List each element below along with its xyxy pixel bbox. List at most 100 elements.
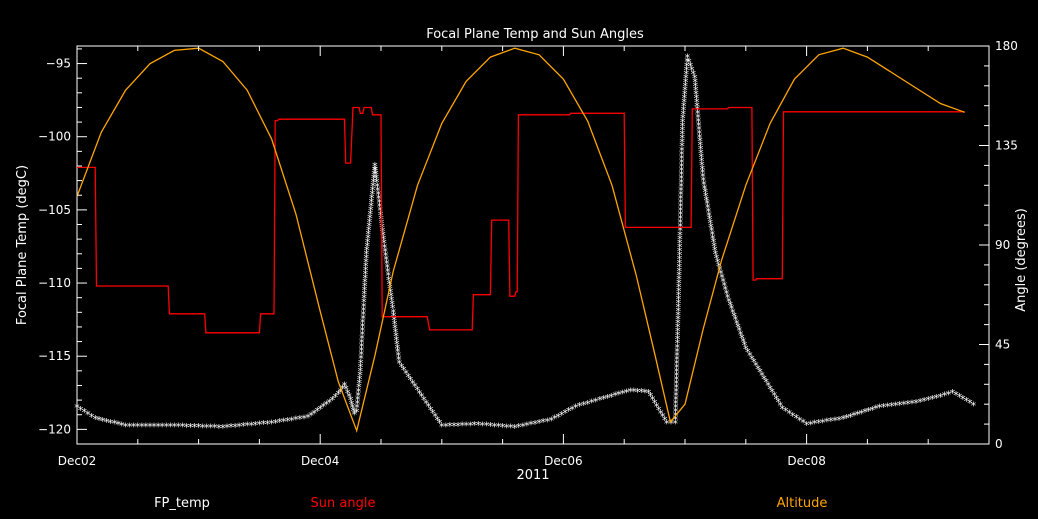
fp-temp-point: * (147, 420, 153, 433)
fp-temp-point: * (367, 212, 373, 225)
fp-temp-point: * (524, 420, 530, 433)
y-axis-label-left: Focal Plane Temp (degC) (15, 165, 30, 325)
x-tick-label: Dec02 (58, 454, 97, 468)
fp-temp-point: * (676, 301, 682, 314)
fp-temp-point: * (771, 390, 777, 403)
fp-temp-point: * (390, 306, 396, 319)
fp-temp-point: * (261, 418, 267, 431)
fp-temp-point: * (679, 156, 685, 169)
fp-temp-point: * (192, 421, 198, 434)
fp-temp-point: * (719, 272, 725, 285)
fp-temp-point: * (383, 249, 389, 262)
fp-temp-point: * (297, 413, 303, 426)
fp-temp-point: * (677, 253, 683, 266)
series-layer: * * * * * * * * * * * * * * * * * * * * * * * * * * * * * * * * * * * * * * * *… (74, 47, 977, 435)
fp-temp-point: * (742, 339, 748, 352)
fp-temp-point: * (508, 422, 514, 435)
fp-temp-point: * (374, 172, 380, 185)
fp-temp-point: * (702, 182, 708, 195)
fp-temp-point: * (467, 419, 473, 432)
fp-temp-point: * (797, 414, 803, 427)
fp-temp-point: * (358, 361, 364, 374)
fp-temp-point: * (673, 393, 679, 406)
fp-temp-point: * (678, 197, 684, 210)
fp-temp-point: * (361, 292, 367, 305)
fp-temp-point: * (673, 397, 679, 410)
fp-temp-point: * (151, 420, 157, 433)
fp-temp-point: * (387, 278, 393, 291)
fp-temp-point: * (866, 405, 872, 418)
fp-temp-point: * (694, 92, 700, 105)
fp-temp-point: * (371, 176, 377, 189)
fp-temp-point: * (703, 190, 709, 203)
fp-temp-point: * (573, 401, 579, 414)
fp-temp-point: * (395, 342, 401, 355)
fp-temp-point: * (476, 419, 482, 432)
fp-temp-point: * (964, 395, 970, 408)
fp-temp-point: * (901, 399, 907, 412)
fp-temp-point: * (824, 416, 830, 429)
fp-temp-point: * (605, 392, 611, 405)
fp-temp-point: * (734, 317, 740, 330)
fp-temp-point: * (675, 321, 681, 334)
fp-temp-point: * (696, 116, 702, 129)
fp-temp-point: * (364, 240, 370, 253)
fp-temp-point: * (172, 420, 178, 433)
fp-temp-point: * (455, 420, 461, 433)
fp-temp-point: * (701, 179, 707, 192)
fp-temp-point: * (127, 420, 133, 433)
fp-temp-point: * (716, 260, 722, 273)
fp-temp-point: * (828, 415, 834, 428)
fp-temp-point: * (681, 104, 687, 117)
fp-temp-point: * (692, 72, 698, 85)
fp-temp-point: * (712, 244, 718, 257)
fp-temp-point: * (396, 358, 402, 371)
chart-title: Focal Plane Temp and Sun Angles (426, 27, 644, 42)
y-left-tick-label: −100 (38, 130, 71, 144)
fp-temp-point: * (336, 388, 342, 401)
fp-temp-point: * (682, 88, 688, 101)
fp-temp-point: * (244, 420, 250, 433)
fp-temp-point: * (699, 151, 705, 164)
legend-altitude: Altitude (777, 496, 828, 511)
fp-temp-point: * (727, 299, 733, 312)
fp-temp-point: * (676, 265, 682, 278)
fp-temp-point: * (677, 237, 683, 250)
fp-temp-point: * (392, 322, 398, 335)
fp-temp-point: * (942, 390, 948, 403)
fp-temp-point: * (612, 390, 618, 403)
fp-temp-point: * (673, 402, 679, 415)
fp-temp-point: * (196, 421, 202, 434)
fp-temp-point: * (85, 408, 91, 421)
fp-temp-point: * (359, 337, 365, 350)
fp-temp-point: * (375, 188, 381, 201)
fp-temp-point: * (500, 421, 506, 434)
fp-temp-point: * (678, 185, 684, 198)
fp-temp-point: * (628, 385, 634, 398)
fp-temp-point: * (367, 216, 373, 229)
series-fp-temp: * * * * * * * * * * * * * * * * * * * * * * * * * * * * * * * * * * * * * * * *… (74, 52, 976, 435)
fp-temp-point: * (285, 415, 291, 428)
fp-temp-point: * (381, 237, 387, 250)
fp-temp-point: * (131, 420, 137, 433)
y-right-tick-label: 135 (995, 139, 1018, 153)
fp-temp-point: * (220, 422, 226, 435)
fp-temp-point: * (693, 80, 699, 93)
fp-temp-point: * (656, 404, 662, 417)
fp-temp-point: * (204, 421, 210, 434)
fp-temp-point: * (410, 377, 416, 390)
fp-temp-point: * (399, 361, 405, 374)
fp-temp-point: * (714, 252, 720, 265)
fp-temp-point: * (658, 407, 664, 420)
fp-temp-point: * (925, 394, 931, 407)
fp-temp-point: * (739, 332, 745, 345)
y-left-tick-label: −95 (46, 57, 71, 71)
fp-temp-point: * (289, 414, 295, 427)
fp-temp-point: * (362, 280, 368, 293)
fp-temp-point: * (388, 286, 394, 299)
fp-temp-point: * (308, 410, 314, 423)
fp-temp-point: * (708, 221, 714, 234)
fp-temp-point: * (92, 413, 98, 426)
x-tick-label: Dec08 (787, 454, 826, 468)
fp-temp-point: * (366, 228, 372, 241)
